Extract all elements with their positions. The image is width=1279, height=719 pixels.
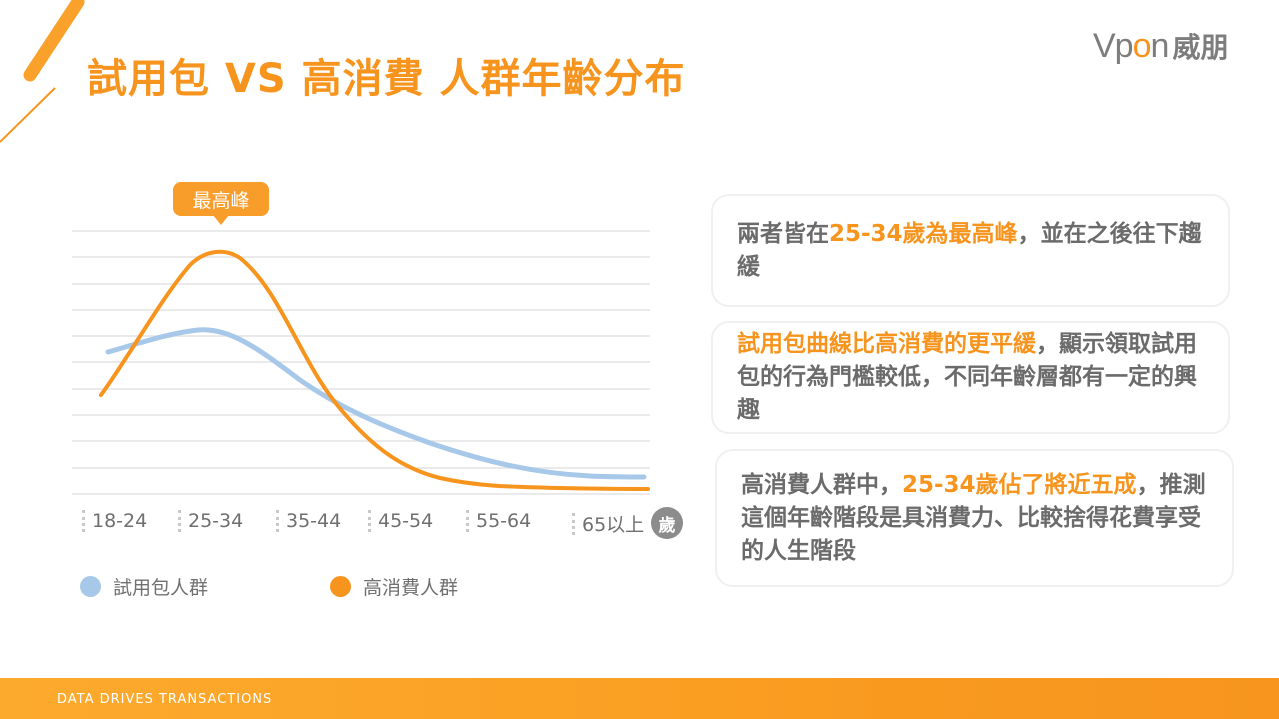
x-label-25-34: 25-34 — [178, 510, 243, 532]
x-label-35-44: 35-44 — [276, 510, 341, 532]
age-distribution-chart: 最高峰 18-24 25-34 35-44 45-54 55-64 65以上 歲… — [0, 0, 700, 620]
footer-tagline: DATA DRIVES TRANSACTIONS — [57, 692, 273, 707]
x-label-55-64: 55-64 — [466, 510, 531, 532]
x-label-65-plus: 65以上 — [572, 510, 644, 537]
chart-plot-area — [72, 230, 650, 495]
insight-card-3: 高消費人群中，25-34歲佔了將近五成，推測這個年齡階段是具消費力、比較捨得花費… — [715, 449, 1234, 587]
legend-dot-orange-icon — [330, 576, 351, 597]
page-title: 試用包 VS 高消費 人群年齡分布 — [87, 56, 686, 102]
insight-card-2: 試用包曲線比高消費的更平緩，顯示領取試用包的行為門檻較低，不同年齡層都有一定的興… — [711, 321, 1230, 434]
x-label-18-24: 18-24 — [82, 510, 147, 532]
insight-card-1: 兩者皆在25-34歲為最高峰，並在之後往下趨緩 — [711, 194, 1230, 307]
legend-item-trial: 試用包人群 — [80, 573, 208, 600]
footer-bar: DATA DRIVES TRANSACTIONS — [0, 678, 1279, 719]
logo-chinese: 威朋 — [1172, 31, 1229, 64]
legend-dot-blue-icon — [80, 576, 101, 597]
logo-latin: Vpon — [1093, 26, 1169, 65]
gridlines — [72, 230, 650, 495]
vpon-logo: Vpon 威朋 — [1093, 24, 1228, 68]
x-label-45-54: 45-54 — [368, 510, 433, 532]
peak-annotation: 最高峰 — [173, 182, 269, 225]
decorative-slash-lines — [0, 0, 85, 143]
age-unit-badge: 歲 — [651, 507, 683, 539]
series-line-high-spend — [99, 249, 650, 491]
legend-item-high-spend: 高消費人群 — [330, 573, 458, 600]
series-line-trial — [105, 327, 647, 480]
